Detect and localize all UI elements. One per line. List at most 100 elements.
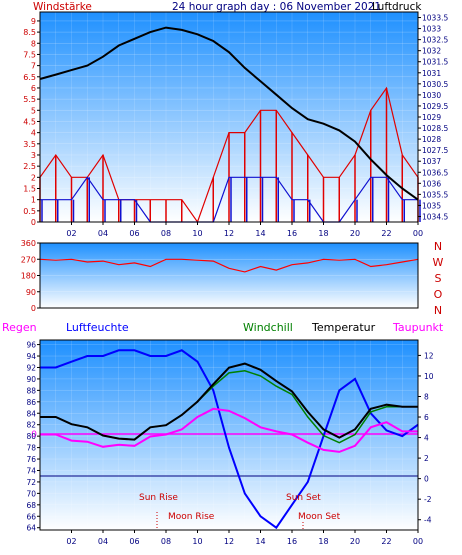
panel1-x-tick-label: 20 [350, 229, 360, 238]
panel2-left-tick-label: 180 [21, 272, 36, 281]
panel3-left-tick-label: 84 [26, 409, 36, 418]
rain-zero-label: 0 [31, 430, 37, 440]
panel1-right-tick-label: 1033.5 [422, 14, 448, 23]
panel3-right-axis: -4 -2 0 2 4 6 8 10 12 [418, 351, 434, 525]
panel2-left-tick-label: 270 [21, 255, 36, 264]
panel3-right-tick-label: 6 [424, 413, 429, 422]
panel1-left-tick-label: 3 [31, 151, 36, 160]
panel2-left-axis: 0 90 180 270 360 [21, 239, 40, 313]
wind-gust-line [40, 176, 418, 223]
panel3-x-tick-label: 10 [192, 537, 202, 546]
panel3-x-tick-label: 00 [413, 537, 423, 546]
panel1-right-tick-label: 1036.5 [422, 168, 448, 177]
panel1-left-tick-label: 4.5 [23, 117, 36, 126]
panel2-compass-label: O [434, 288, 443, 301]
panel3-x-tick-label: 06 [129, 537, 139, 546]
sun-rise-label: Sun Rise [139, 493, 178, 503]
panel1-right-tick-label: 1029.5 [422, 102, 448, 111]
panel3-left-tick-label: 86 [26, 398, 36, 407]
panel3-left-tick-label: 72 [26, 478, 36, 487]
panel1-left-axis: 0 0.5 1 1.5 2 2.5 3 3.5 4 4.5 5 5.5 6 6.5 7 7.5 8 8.5 9 [23, 17, 40, 227]
panel1-right-tick-label: 1029 [422, 113, 441, 122]
panel1-left-tick-label: 7 [31, 62, 36, 71]
panel1-right-axis: 1034.5 1035 1035.5 1036 1036.5 1037 1027.5 1028… [418, 14, 448, 221]
panel3-x-tick-label: 18 [318, 537, 328, 546]
panel3-right-tick-label: 4 [424, 434, 429, 443]
panel2-left-tick-label: 90 [26, 288, 36, 297]
panel1-right-tick-label: 1028 [422, 135, 441, 144]
panel1-right-tick-label: 1032.5 [422, 36, 448, 45]
panel1-left-tick-label: 3.5 [23, 140, 36, 149]
panel1-left-tick-label: 5 [31, 106, 36, 115]
sun-set-label: Sun Set [286, 493, 321, 503]
panel3-right-tick-label: 12 [424, 351, 434, 360]
panel3-left-tick-label: 80 [26, 432, 36, 441]
panel1-left-tick-label: 2.5 [23, 162, 36, 171]
panel3-x-tick-label: 16 [287, 537, 297, 546]
panel3-x-tick-label: 04 [98, 537, 108, 546]
panel3-left-axis: 64 66 68 70 72 74 76 78 80 82 84 86 88 90 92 94 96 [26, 341, 40, 533]
panel3-right-tick-label: -2 [424, 495, 432, 504]
panel3-grid [40, 340, 418, 530]
panel1-right-tick-label: 1035.5 [422, 190, 448, 199]
panel3-left-tick-label: 88 [26, 386, 36, 395]
panel3-x-tick-label: 14 [255, 537, 265, 546]
panel1-left-tick-label: 6.5 [23, 73, 36, 82]
panel1-left-tick-label: 0.5 [23, 207, 36, 216]
panel1-right-tick-label: 1036 [422, 179, 441, 188]
panel3-right-tick-label: -4 [424, 516, 432, 525]
panel1-left-tick-label: 5.5 [23, 95, 36, 104]
panel2-left-tick-label: 0 [31, 304, 36, 313]
panel1-right-tick-label: 1031 [422, 69, 441, 78]
panel1-x-tick-label: 14 [255, 229, 265, 238]
panel1-x-tick-label: 06 [129, 229, 139, 238]
moon-rise-label: Moon Rise [168, 512, 215, 522]
panel2-background [40, 243, 418, 308]
panel3-left-tick-label: 82 [26, 421, 36, 430]
panel1-right-tick-label: 1028.5 [422, 124, 448, 133]
panel3-left-tick-label: 96 [26, 341, 36, 350]
panel1-x-tick-label: 08 [161, 229, 171, 238]
panel1-right-tick-label: 1027.5 [422, 146, 448, 155]
panel2-compass-label: S [435, 272, 442, 285]
panel1-right-tick-label: 1032 [422, 47, 441, 56]
panel1-left-tick-label: 6 [31, 84, 36, 93]
panel1-x-tick-label: 10 [192, 229, 202, 238]
panel3-x-axis: 02 04 06 08 10 12 14 16 18 20 22 00 [66, 530, 423, 546]
panel3-x-tick-label: 02 [66, 537, 76, 546]
panel3-left-tick-label: 64 [26, 524, 36, 533]
panel1-left-tick-label: 4 [31, 129, 36, 138]
panel3-left-tick-label: 78 [26, 444, 36, 453]
panel3-left-tick-label: 76 [26, 455, 36, 464]
panel1-right-tick-label: 1033 [422, 25, 441, 34]
panel1-left-tick-label: 8.5 [23, 28, 36, 37]
panel1-x-tick-label: 04 [98, 229, 108, 238]
panel1-left-tick-label: 2 [31, 173, 36, 182]
legend-humidity: Luftfeuchte [66, 321, 129, 334]
header-center-title: 24 hour graph day : 06 November 2021 [172, 1, 381, 13]
panel1-right-tick-label: 1037 [422, 157, 441, 166]
panel3-right-tick-label: 0 [424, 475, 429, 484]
dewpoint-line [40, 407, 418, 453]
panel1-x-axis: 02 04 06 08 10 12 14 16 18 20 22 00 [66, 222, 423, 238]
panel1-x-tick-label: 18 [318, 229, 328, 238]
panel3-right-tick-label: 10 [424, 372, 434, 381]
panel2-left-tick-label: 360 [21, 239, 36, 248]
panel3-left-tick-label: 66 [26, 512, 36, 521]
panel3-x-tick-label: 20 [350, 537, 360, 546]
panel2-compass-label: N [434, 304, 442, 317]
panel3-right-tick-label: 2 [424, 454, 429, 463]
wind-direction-line [39, 258, 419, 273]
wind-speed-line [39, 86, 419, 224]
panel1-left-tick-label: 7.5 [23, 50, 36, 59]
panel2-compass-label: W [433, 256, 444, 269]
panel1-right-tick-label: 1030.5 [422, 80, 448, 89]
panel1-left-tick-label: 1 [31, 196, 36, 205]
panel1-right-tick-label: 1034.5 [422, 212, 448, 221]
panel3-right-tick-label: 8 [424, 392, 429, 401]
panel2-compass-label: N [434, 240, 442, 253]
panel1-left-tick-label: 9 [31, 17, 36, 26]
panel1-wind-bars [39, 87, 421, 222]
header-left-label: Windstärke [33, 1, 92, 13]
